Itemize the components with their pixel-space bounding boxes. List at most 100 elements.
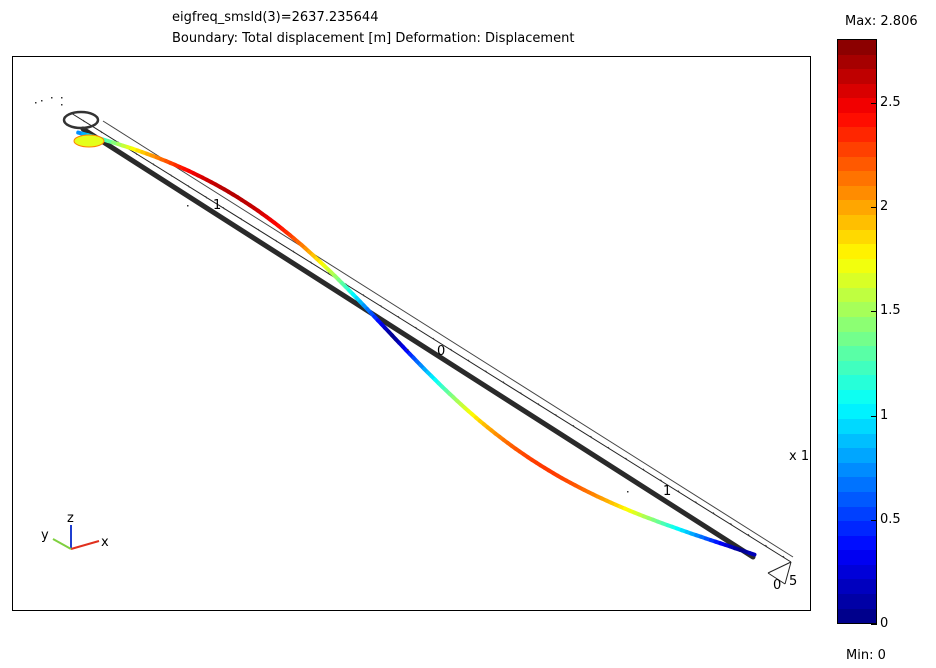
bbox-tick [555, 413, 558, 417]
colorbar-tick-mark [871, 416, 877, 417]
colorbar-tick-mark [871, 520, 877, 521]
colorbar-band [838, 564, 876, 580]
bbox-tick [695, 501, 698, 504]
bbox-tick [310, 261, 313, 264]
bbox-tick [747, 533, 750, 537]
colorbar-band [838, 593, 876, 609]
bbox-tick [537, 403, 540, 406]
colorbar-band [838, 389, 876, 405]
bbox-tick [152, 163, 155, 166]
colorbar-band [838, 40, 876, 55]
bbox-tick [397, 315, 400, 319]
colorbar-tick-mark [871, 207, 877, 208]
bbox-tick [625, 457, 628, 461]
colorbar-band [838, 112, 876, 128]
bbox-tick [485, 370, 488, 374]
bbox-tick [240, 217, 243, 221]
axis-dot [61, 97, 63, 99]
bbox-edge [767, 561, 792, 574]
colorbar-band [838, 608, 876, 624]
triad-x-label: x [101, 535, 109, 550]
colorbar-band [838, 287, 876, 303]
colorbar-tick-mark [871, 624, 877, 625]
colorbar-tick-mark [871, 311, 877, 312]
triad-y-label: y [41, 528, 49, 543]
bbox-tick [82, 119, 85, 123]
axis-label: 0 [437, 344, 445, 359]
colorbar-band [838, 419, 876, 434]
colorbar-band [838, 69, 876, 84]
axis-dot [61, 104, 63, 106]
axis-dot [627, 491, 629, 493]
bbox-tick [467, 359, 470, 363]
axis-label: 1 [213, 198, 221, 213]
colorbar-band [838, 521, 876, 536]
bbox-tick [502, 381, 505, 384]
axis-dot [187, 205, 189, 207]
colorbar-band [838, 142, 876, 157]
colorbar-band [838, 535, 876, 551]
bbox-tick [642, 468, 645, 472]
axis-dot [41, 100, 43, 102]
colorbar-band [838, 462, 876, 478]
colorbar-band [838, 346, 876, 361]
bbox-tick [730, 522, 733, 526]
deformed-cross-section [73, 134, 105, 148]
colorbar-tick-mark [871, 103, 877, 104]
bbox-tick [450, 348, 453, 352]
colorbar-band [838, 54, 876, 70]
colorbar-band [838, 171, 876, 186]
bbox-tick [205, 196, 208, 199]
colorbar-band [838, 506, 876, 522]
bbox-tick [590, 435, 593, 439]
colorbar-band [838, 229, 876, 245]
bbox-edge [102, 120, 794, 558]
colorbar-band [838, 83, 876, 99]
colorbar-tick-label: 2.5 [880, 95, 901, 110]
bbox-tick [187, 185, 190, 188]
bbox-tick [292, 250, 295, 254]
axis-dot [35, 102, 37, 104]
bbox-tick [415, 326, 418, 330]
colorbar-tick-label: 0 [880, 616, 889, 631]
undeformed-cross-section [62, 110, 100, 130]
bbox-tick [765, 544, 768, 548]
colorbar-band [838, 360, 876, 376]
bbox-tick [677, 490, 680, 493]
colorbar-band [838, 448, 876, 463]
bbox-tick [222, 206, 225, 210]
colorbar-band [838, 491, 876, 507]
axis-end-label: 5 [789, 574, 797, 589]
triad-y-axis [52, 538, 72, 550]
colorbar-band [838, 156, 876, 172]
bbox-edge [70, 112, 792, 563]
bbox-tick [660, 479, 663, 483]
colorbar-band [838, 258, 876, 274]
colorbar-band [838, 375, 876, 390]
colorbar-band [838, 316, 876, 332]
colorbar-max-label: Max: 2.806 [845, 14, 918, 29]
colorbar-band [838, 98, 876, 113]
bbox-tick [275, 239, 278, 243]
bbox-edge [767, 572, 786, 585]
bbox-tick [135, 152, 138, 155]
axis-end-label: 0 [773, 578, 781, 593]
colorbar-band [838, 273, 876, 288]
colorbar-band [838, 200, 876, 215]
bbox-tick [257, 228, 260, 232]
bbox-edge [784, 561, 792, 585]
bbox-tick [362, 294, 365, 297]
axis-label: 1 [663, 484, 671, 499]
colorbar-band [838, 404, 876, 420]
colorbar-min-label: Min: 0 [846, 648, 886, 663]
colorbar-band [838, 331, 876, 347]
bbox-tick [380, 305, 383, 308]
colorbar-band [838, 185, 876, 201]
bbox-tick [100, 130, 103, 134]
bbox-tick [170, 174, 173, 177]
triad-z-label: z [67, 511, 74, 526]
bbox-tick [782, 555, 785, 559]
bbox-tick [607, 446, 610, 450]
